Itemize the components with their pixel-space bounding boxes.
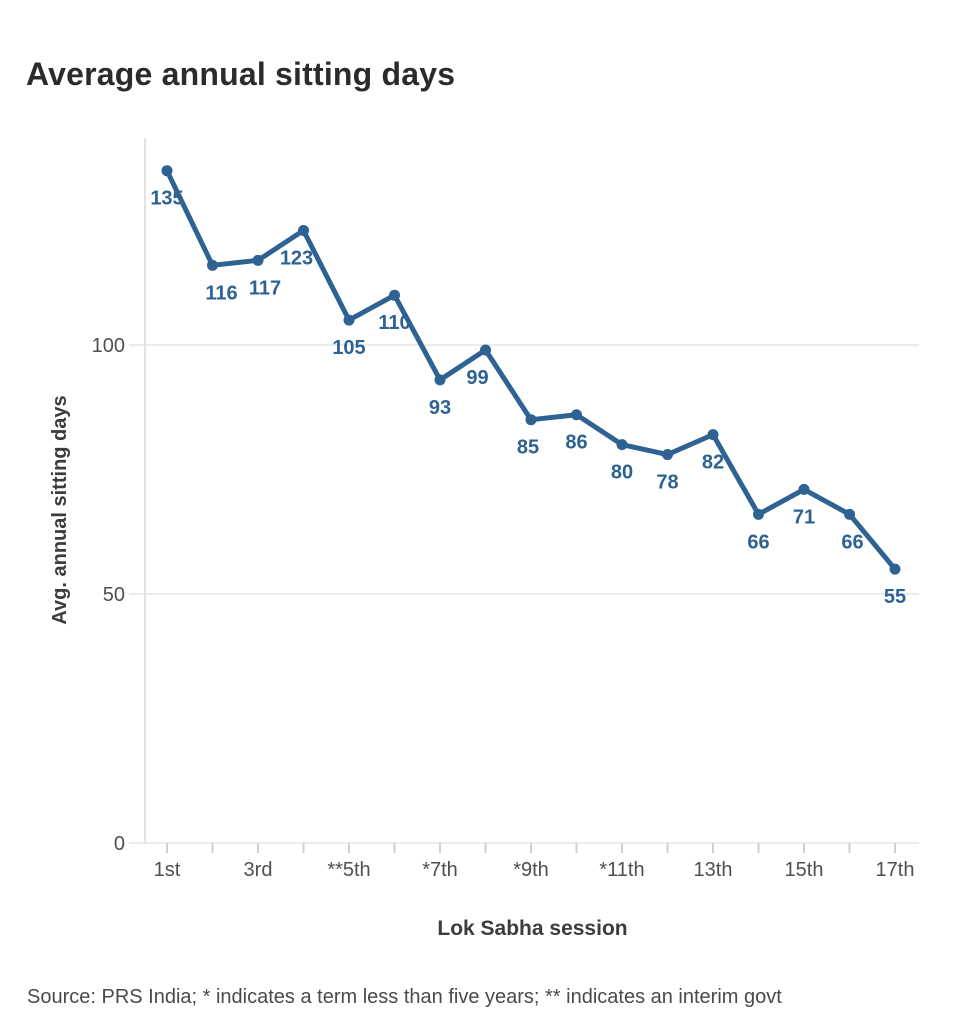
- data-point: [707, 429, 719, 441]
- data-point: [298, 224, 309, 236]
- x-tick-label: 15th: [785, 859, 824, 881]
- data-point: [844, 508, 855, 520]
- data-point-label: 85: [517, 437, 539, 459]
- data-point: [525, 414, 537, 426]
- x-tick-label: 17th: [876, 859, 915, 881]
- x-tick-label: 1st: [154, 859, 181, 881]
- data-point: [161, 165, 173, 177]
- data-point: [798, 483, 810, 495]
- data-point-label: 135: [150, 188, 183, 210]
- data-point-label: 66: [841, 531, 863, 553]
- data-point: [662, 449, 673, 461]
- data-point: [571, 409, 582, 421]
- data-point-label: 78: [656, 472, 678, 494]
- data-point-label: 93: [429, 397, 451, 419]
- data-point-label: 123: [280, 247, 313, 269]
- data-point: [434, 374, 446, 386]
- data-point-label: 116: [205, 282, 237, 304]
- data-point-label: 86: [565, 432, 587, 454]
- x-tick-label: *9th: [513, 859, 549, 881]
- data-point: [252, 254, 264, 266]
- data-point-label: 110: [378, 312, 410, 334]
- data-point: [616, 439, 628, 451]
- data-point: [207, 259, 218, 271]
- x-tick-label: 3rd: [244, 859, 273, 881]
- data-point-label: 66: [747, 531, 769, 553]
- data-point-label: 71: [793, 506, 815, 528]
- data-line: [164, 168, 898, 572]
- source-footnote: Source: PRS India; * indicates a term le…: [27, 986, 782, 1008]
- data-point-label: 117: [249, 277, 281, 299]
- data-point-label: 80: [611, 462, 633, 484]
- x-tick-label: *7th: [422, 859, 458, 881]
- y-tick-label: 50: [103, 584, 125, 606]
- chart-title: Average annual sitting days: [26, 56, 456, 92]
- data-point-label: 55: [884, 586, 906, 608]
- data-point: [753, 508, 764, 520]
- x-axis-title: Lok Sabha session: [437, 917, 628, 940]
- data-point-label: 105: [332, 337, 365, 359]
- data-point: [389, 289, 400, 301]
- y-tick-label: 100: [92, 335, 125, 357]
- data-point: [889, 563, 901, 575]
- data-point-label: 99: [466, 367, 488, 389]
- data-point: [343, 314, 355, 326]
- data-point-label: 82: [702, 452, 724, 474]
- y-tick-label: 0: [114, 833, 125, 855]
- x-tick-label: 13th: [694, 859, 733, 881]
- x-tick-label: **5th: [327, 859, 370, 881]
- x-tick-label: *11th: [599, 859, 644, 881]
- data-point: [480, 344, 491, 356]
